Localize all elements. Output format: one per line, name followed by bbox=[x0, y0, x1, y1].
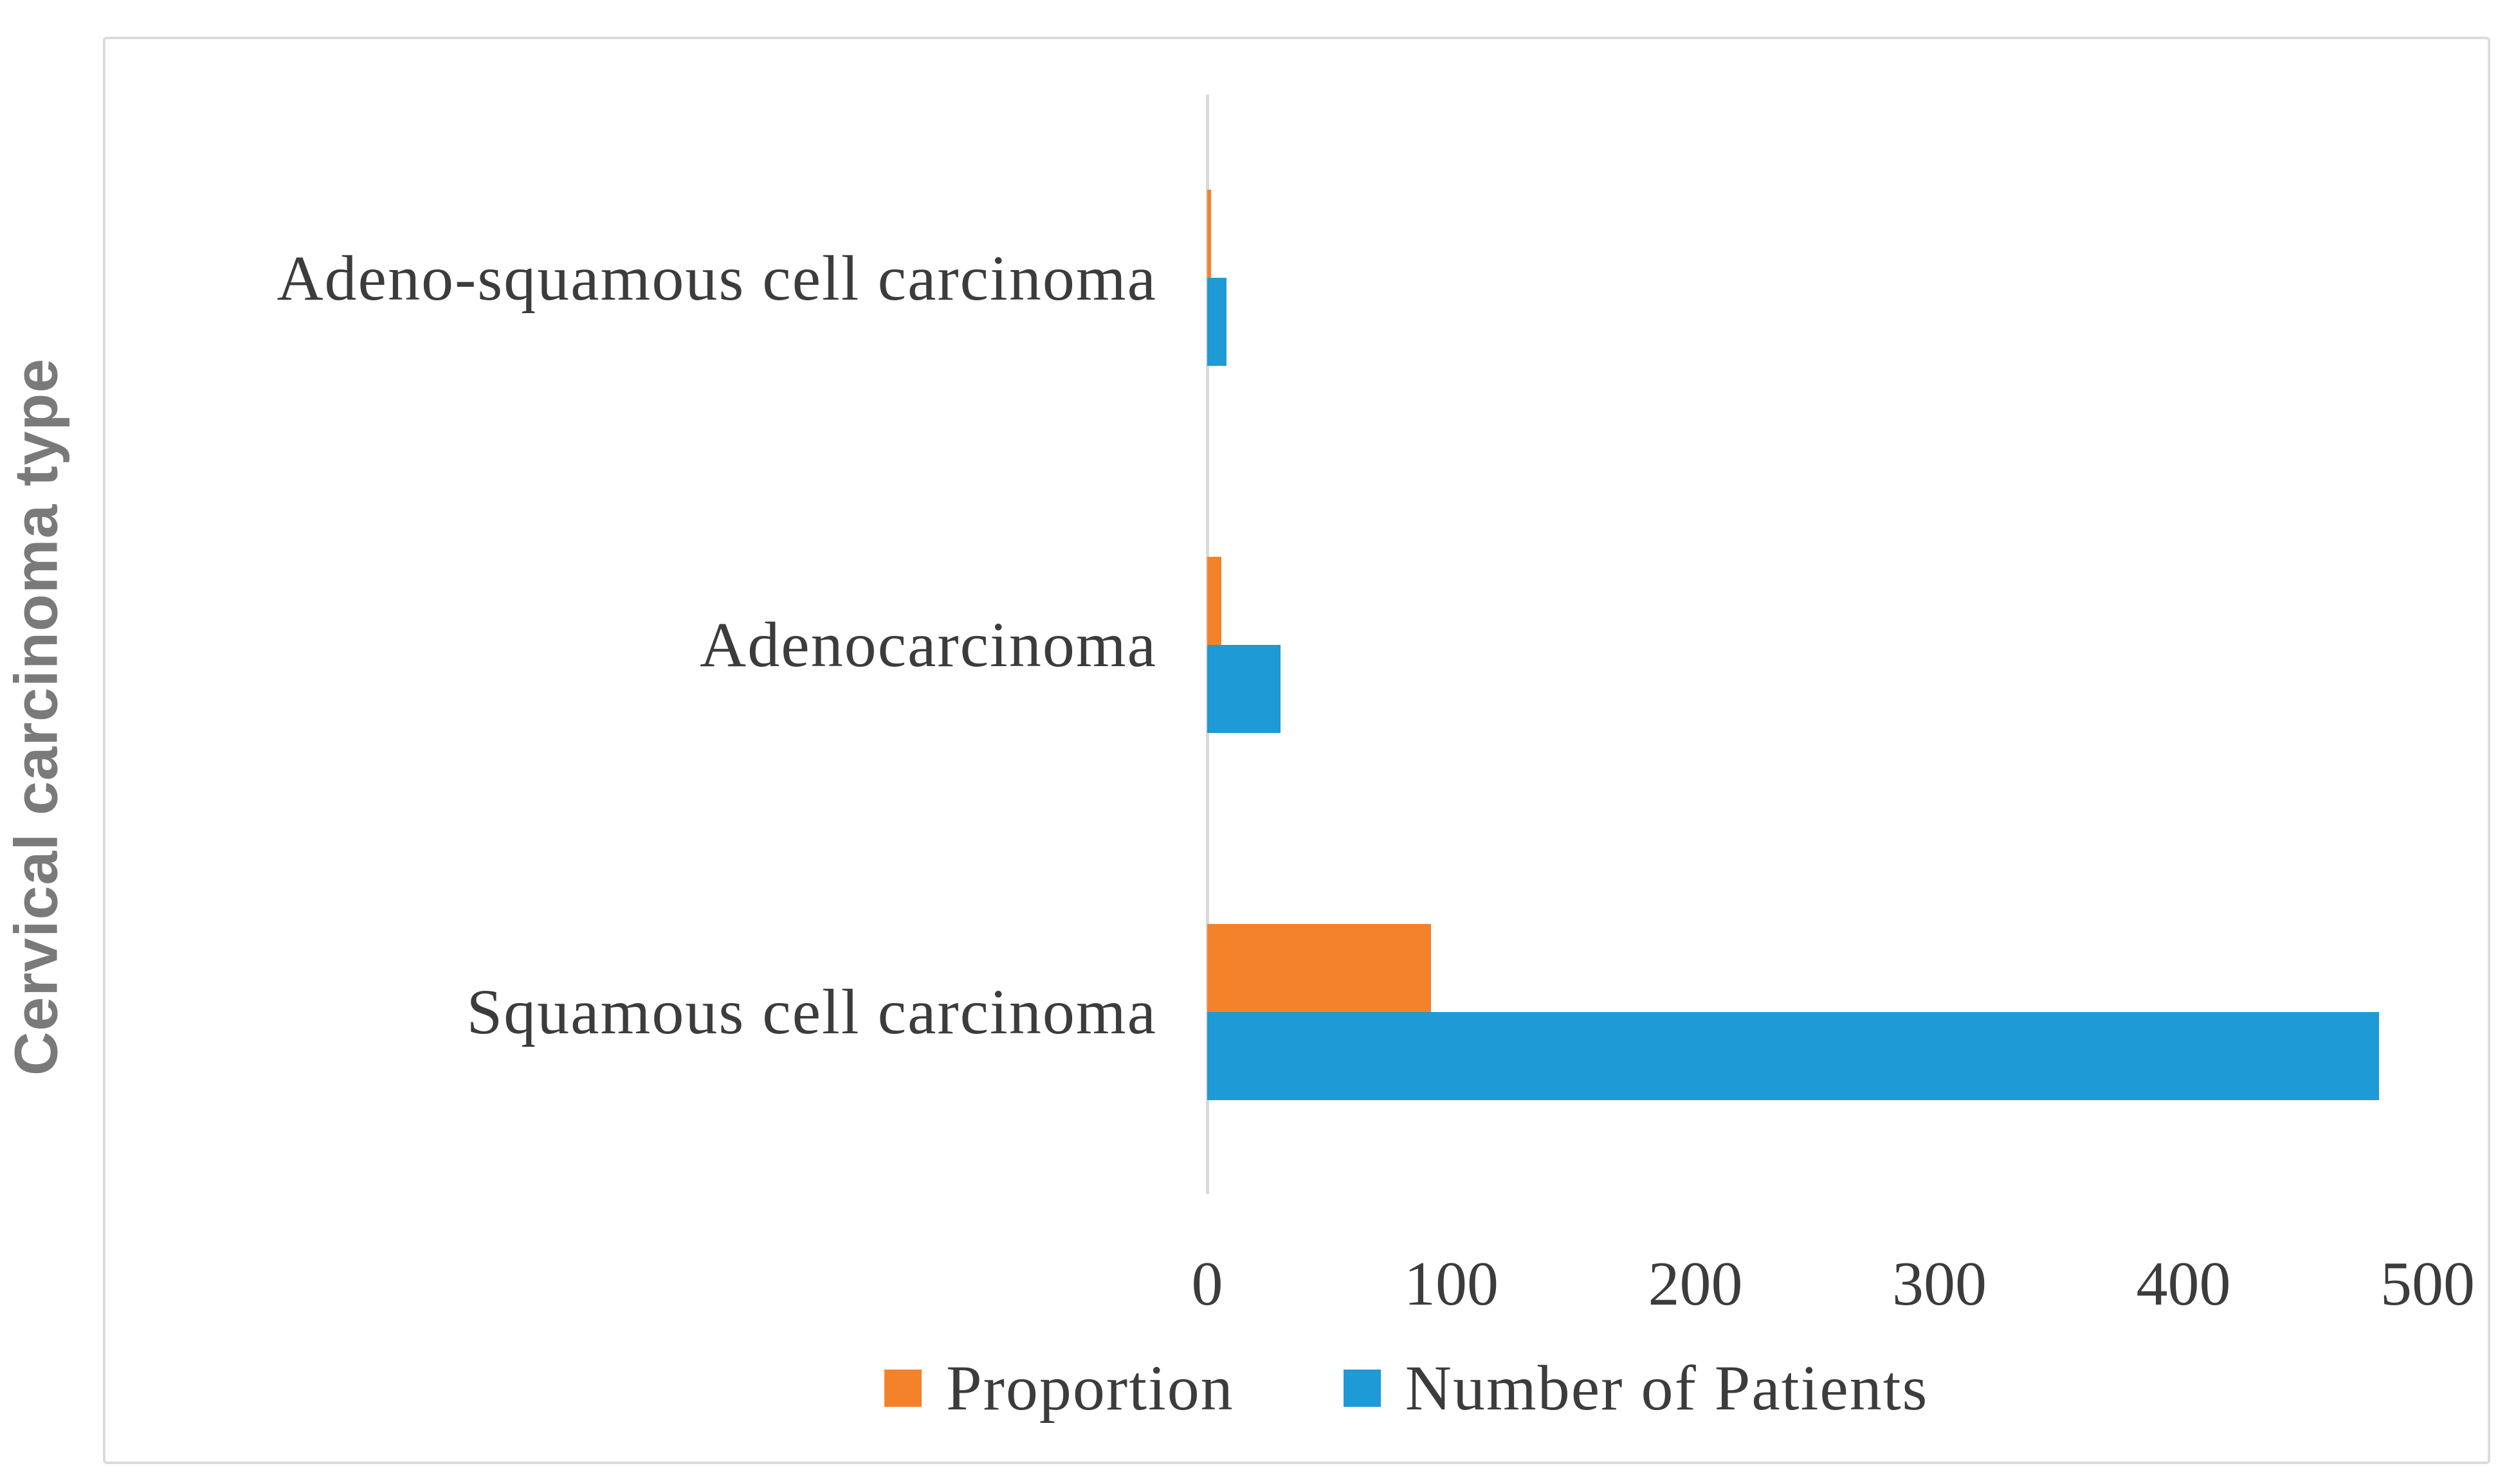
legend-label: Proportion bbox=[946, 1352, 1234, 1424]
bar-proportion bbox=[1207, 190, 1211, 278]
legend-swatch-icon bbox=[1343, 1369, 1381, 1407]
legend: Proportion Number of Patients bbox=[884, 1351, 1928, 1425]
chart-frame: Adeno-squamous cell carcinoma Adenocarcin… bbox=[103, 37, 2490, 1464]
bar-proportion bbox=[1207, 923, 1432, 1012]
bar-group bbox=[1207, 190, 1227, 366]
x-tick-label: 100 bbox=[1404, 1249, 1499, 1319]
bar-number-of-patients bbox=[1207, 644, 1281, 733]
y-axis-title: Cervical carcinoma type bbox=[2, 357, 71, 1076]
bar-number-of-patients bbox=[1207, 278, 1227, 366]
category-label: Adenocarcinoma bbox=[699, 609, 1157, 681]
bar-proportion bbox=[1207, 556, 1221, 645]
category-row: Adeno-squamous cell carcinoma bbox=[105, 95, 2488, 462]
category-label: Adeno-squamous cell carcinoma bbox=[277, 242, 1157, 314]
legend-label: Number of Patients bbox=[1405, 1352, 1929, 1424]
legend-item: Proportion bbox=[884, 1351, 1234, 1425]
bar-group bbox=[1207, 556, 1281, 733]
bar-group bbox=[1207, 923, 2379, 1100]
category-row: Adenocarcinoma bbox=[105, 462, 2488, 829]
category-row: Squamous cell carcinoma bbox=[105, 828, 2488, 1195]
category-label: Squamous cell carcinoma bbox=[466, 976, 1157, 1048]
x-tick-label: 500 bbox=[2380, 1249, 2475, 1319]
x-tick-label: 400 bbox=[2136, 1249, 2231, 1319]
x-tick-label: 0 bbox=[1191, 1249, 1223, 1319]
x-tick-label: 200 bbox=[1648, 1249, 1743, 1319]
x-tick-label: 300 bbox=[1892, 1249, 1987, 1319]
bar-number-of-patients bbox=[1207, 1011, 2379, 1100]
legend-swatch-icon bbox=[884, 1369, 922, 1407]
legend-item: Number of Patients bbox=[1343, 1351, 1929, 1425]
